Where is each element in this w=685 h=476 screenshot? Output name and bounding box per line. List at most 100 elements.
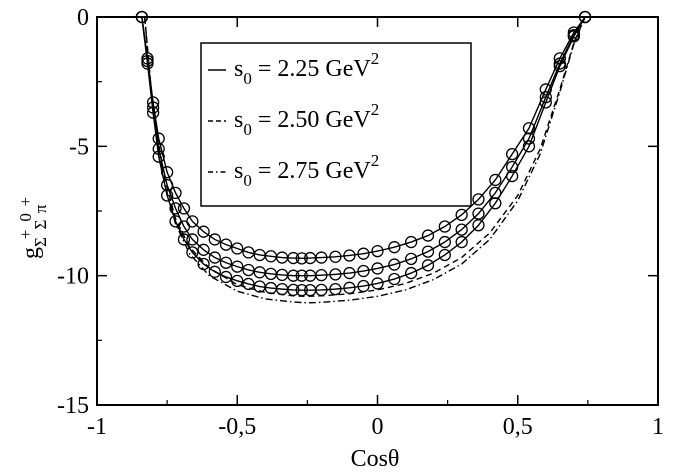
plot-area: [135, 10, 592, 304]
legend-label: s0 = 2.75 GeV2: [234, 151, 379, 190]
data-point: [438, 248, 451, 262]
data-point: [169, 215, 182, 228]
data-point: [388, 241, 401, 254]
legend: s0 = 2.25 GeV2 s0 = 2.50 GeV2 s0 = 2.75 Ge…: [200, 42, 472, 207]
y-tick-label: -5: [69, 134, 89, 160]
data-point: [371, 277, 384, 290]
data-point: [472, 219, 485, 232]
data-point: [208, 265, 221, 278]
data-point: [421, 259, 435, 272]
data-point: [177, 233, 191, 246]
y-tick-label: 0: [77, 5, 89, 31]
data-point: [522, 132, 536, 145]
series-line: [141, 16, 586, 277]
data-point: [357, 247, 370, 260]
data-point: [287, 269, 300, 282]
data-point: [208, 251, 221, 264]
y-axis-title-sup1: +: [16, 230, 35, 240]
data-point: [388, 258, 401, 271]
legend-entry-2: s0 = 2.50 GeV2: [208, 100, 379, 139]
y-tick-label: -15: [57, 393, 89, 419]
data-point: [242, 246, 255, 259]
data-point: [295, 269, 308, 282]
x-tick-label: 0,5: [503, 414, 533, 440]
data-point: [208, 233, 221, 246]
data-point: [522, 122, 536, 135]
data-point: [177, 202, 191, 215]
data-point: [343, 249, 356, 262]
data-point: [489, 197, 502, 210]
data-point: [329, 282, 342, 296]
data-point: [315, 268, 328, 282]
legend-entry-3: s0 = 2.75 GeV2: [208, 151, 379, 190]
data-point: [329, 268, 342, 281]
y-axis-title-sub1: Σ: [31, 237, 50, 247]
data-point: [388, 272, 401, 286]
y-axis-title-sub3: π: [31, 204, 50, 213]
data-point: [567, 30, 580, 43]
data-point: [553, 60, 566, 73]
data-point: [219, 270, 233, 284]
data-point: [405, 235, 418, 249]
data-point: [455, 208, 468, 222]
series-line: [141, 16, 586, 291]
legend-entry-1: s0 = 2.25 GeV2: [208, 49, 379, 88]
data-point: [197, 243, 210, 256]
data-point: [405, 252, 418, 266]
series-line: [143, 16, 586, 298]
legend-label: s0 = 2.50 GeV2: [234, 100, 379, 139]
data-point: [539, 96, 552, 109]
y-tick-label: -10: [57, 264, 89, 290]
data-point: [505, 147, 519, 161]
data-point: [421, 229, 435, 242]
legend-label: s0 = 2.25 GeV2: [234, 49, 379, 88]
data-point: [295, 252, 308, 265]
data-point: [242, 263, 255, 277]
y-axis-title-sup3: +: [16, 197, 35, 207]
data-point: [522, 140, 536, 153]
data-point: [371, 262, 384, 275]
axis-ticks: -1 -0,5 0 0,5 1 0 -5 -10 -15: [57, 5, 664, 440]
data-point: [231, 260, 244, 273]
data-point: [371, 244, 384, 258]
data-point: [455, 223, 468, 236]
series-1: [135, 10, 592, 265]
svg-text:gΣ+Σ0π+: gΣ+Σ0π+: [16, 197, 50, 259]
data-point: [489, 173, 502, 187]
data-point: [186, 246, 199, 259]
y-axis-title-sub2: Σ: [31, 220, 50, 230]
data-point: [315, 251, 328, 264]
y-axis-title-sup2: 0: [16, 213, 35, 222]
data-point: [169, 202, 182, 215]
data-point: [186, 233, 199, 246]
data-point: [472, 193, 485, 206]
data-point: [421, 245, 435, 258]
series-3: [135, 10, 592, 297]
x-tick-label: -0,5: [218, 414, 256, 440]
x-tick-label: -1: [87, 414, 107, 440]
data-point: [219, 256, 233, 269]
data-point: [242, 277, 255, 291]
data-point: [141, 57, 154, 70]
data-point: [455, 235, 468, 249]
data-point: [343, 266, 356, 280]
series-2: [135, 10, 592, 282]
data-point: [329, 250, 342, 263]
y-axis-title: gΣ+Σ0π+: [16, 197, 50, 259]
data-point: [405, 266, 418, 280]
y-axis-title-main: g: [18, 247, 44, 259]
series-line: [141, 16, 586, 260]
data-point: [357, 264, 370, 278]
legend-box: [200, 42, 472, 207]
data-point: [197, 225, 210, 238]
data-point: [438, 235, 451, 249]
x-tick-label: 1: [652, 414, 664, 440]
data-point: [219, 238, 233, 251]
x-tick-label: 0: [372, 414, 384, 440]
series-4: [143, 16, 586, 298]
data-point: [505, 169, 519, 183]
data-point: [438, 220, 451, 233]
x-axis-title: Cosθ: [351, 446, 400, 472]
data-point: [231, 242, 244, 255]
